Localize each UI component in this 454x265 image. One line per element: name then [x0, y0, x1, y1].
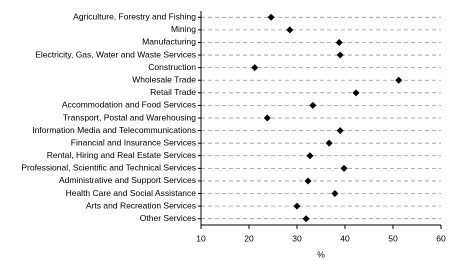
dot — [395, 76, 403, 84]
y-tick-label: Agriculture, Forestry and Fishing — [73, 12, 196, 22]
y-tick-label: Accommodation and Food Services — [62, 100, 196, 110]
dot — [306, 152, 314, 160]
dot — [293, 202, 301, 210]
y-tick-label: Administrative and Support Services — [59, 175, 196, 185]
y-tick-label: Information Media and Telecommunications — [32, 125, 196, 135]
x-tick-label: 30 — [292, 233, 302, 243]
dot — [325, 139, 333, 147]
x-tick-label: 10 — [196, 233, 206, 243]
dot — [304, 177, 312, 185]
x-tick-label: 20 — [244, 233, 254, 243]
dot — [336, 51, 344, 59]
y-tick-label: Mining — [171, 24, 196, 34]
y-tick-label: Other Services — [140, 213, 196, 223]
dot — [336, 127, 344, 135]
dot — [309, 101, 317, 109]
dot — [263, 114, 271, 122]
dot — [251, 64, 259, 72]
y-tick-label: Health Care and Social Assistance — [66, 188, 197, 198]
dot — [331, 190, 339, 198]
y-tick-label: Financial and Insurance Services — [71, 137, 196, 147]
dot — [267, 13, 275, 21]
y-tick-label: Manufacturing — [142, 37, 196, 47]
x-tick-label: 40 — [340, 233, 350, 243]
dot — [302, 215, 310, 223]
dot — [335, 38, 343, 46]
y-tick-label: Rental, Hiring and Real Estate Services — [47, 150, 196, 160]
x-axis-label: % — [317, 249, 325, 259]
y-tick-label: Electricity, Gas, Water and Waste Servic… — [35, 49, 196, 59]
dot — [286, 26, 294, 34]
dot — [352, 89, 360, 97]
dot — [340, 164, 348, 172]
x-tick-label: 50 — [388, 233, 398, 243]
y-tick-label: Transport, Postal and Warehousing — [63, 112, 196, 122]
y-tick-label: Construction — [148, 62, 196, 72]
x-tick-label: 60 — [436, 233, 446, 243]
y-tick-label: Wholesale Trade — [132, 74, 196, 84]
y-tick-label: Retail Trade — [150, 87, 196, 97]
y-tick-label: Professional, Scientific and Technical S… — [21, 163, 196, 173]
y-tick-label: Arts and Recreation Services — [86, 200, 196, 210]
